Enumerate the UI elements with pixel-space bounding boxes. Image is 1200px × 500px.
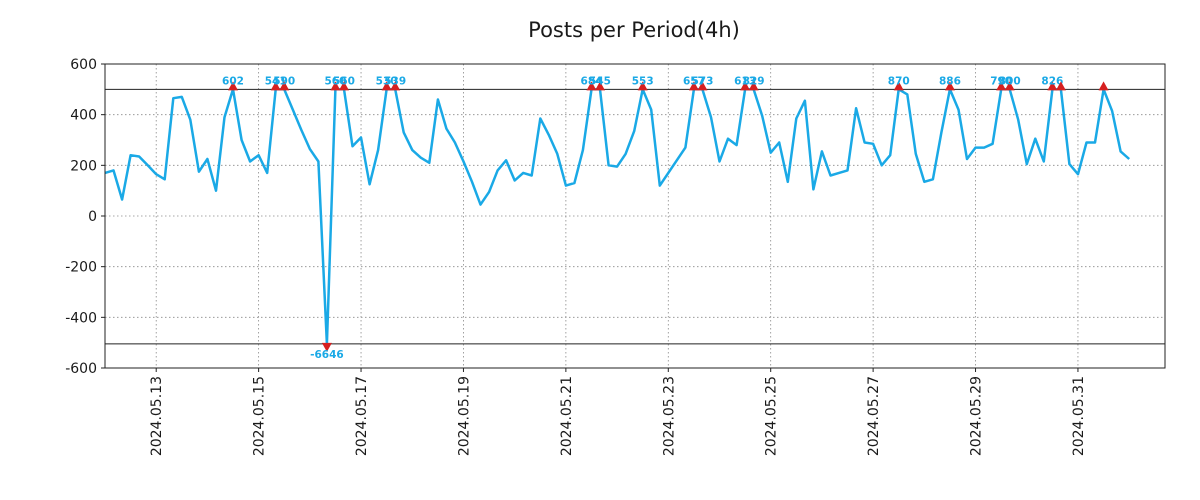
clip-max-label: 541 <box>265 75 287 87</box>
clip-max-label: 560 <box>324 75 346 87</box>
clip-max-marker <box>1098 81 1109 91</box>
y-tick-label: 600 <box>70 57 97 73</box>
clip-max-marker <box>279 81 290 91</box>
clip-max-marker <box>381 81 392 91</box>
clip-max-label: 560 <box>333 75 355 87</box>
clip-max-marker <box>996 81 1007 91</box>
clip-min-label: -6646 <box>310 349 344 361</box>
clip-max-label: 602 <box>222 75 244 87</box>
y-tick-label: 0 <box>88 209 97 225</box>
clip-max-label: 553 <box>632 75 654 87</box>
clip-max-marker <box>944 81 955 91</box>
x-tick-label: 2024.05.29 <box>969 376 985 456</box>
chart-title: Posts per Period(4h) <box>528 18 740 42</box>
y-tick-label: -400 <box>65 310 97 326</box>
x-tick-label: 2024.05.25 <box>764 376 780 456</box>
plot-frame <box>104 63 1166 369</box>
clip-max-label: 829 <box>743 75 765 87</box>
clip-max-marker <box>1047 81 1058 91</box>
clip-min-marker <box>321 342 332 352</box>
clip-max-marker <box>330 81 341 91</box>
clip-max-label: 870 <box>888 75 910 87</box>
clip-max-label: 573 <box>691 75 713 87</box>
grid-layer <box>105 63 1165 369</box>
y-tick-label: 200 <box>70 158 97 174</box>
clip-max-label: 790 <box>990 75 1012 87</box>
x-tick-label: 2024.05.23 <box>661 376 677 456</box>
clip-max-label: 886 <box>939 75 961 87</box>
clip-max-marker <box>1004 81 1015 91</box>
clip-max-marker <box>748 81 759 91</box>
clip-max-marker <box>688 81 699 91</box>
clip-max-label: 590 <box>273 75 295 87</box>
clip-max-marker <box>740 81 751 91</box>
y-tick-label: 400 <box>70 108 97 124</box>
clip-max-marker <box>893 81 904 91</box>
x-tick-label: 2024.05.19 <box>456 376 472 456</box>
clip-max-label: 613 <box>734 75 756 87</box>
clip-max-marker <box>270 81 281 91</box>
clip-max-label: 684 <box>581 75 603 87</box>
clip-max-marker <box>637 81 648 91</box>
clip-max-label: 800 <box>999 75 1021 87</box>
x-tick-label: 2024.05.21 <box>559 376 575 456</box>
clip-max-label: 545 <box>589 75 611 87</box>
clip-max-marker <box>338 81 349 91</box>
clip-max-marker <box>595 81 606 91</box>
clip-max-marker <box>697 81 708 91</box>
x-tick-label: 2024.05.13 <box>149 376 165 456</box>
x-tick-label: 2024.05.17 <box>354 376 370 456</box>
y-tick-label: -200 <box>65 260 97 276</box>
clip-max-marker <box>586 81 597 91</box>
clip-max-label: 657 <box>683 75 705 87</box>
x-tick-label: 2024.05.31 <box>1071 376 1087 456</box>
clip-max-label: 826 <box>1041 75 1063 87</box>
clip-max-label: 530 <box>376 75 398 87</box>
x-tick-label: 2024.05.27 <box>866 376 882 456</box>
x-tick-label: 2024.05.15 <box>252 376 268 456</box>
clip-max-label: 539 <box>384 75 406 87</box>
clip-max-marker <box>390 81 401 91</box>
y-tick-label: -600 <box>65 361 97 377</box>
clip-max-marker <box>228 81 239 91</box>
clip-max-marker <box>1055 81 1066 91</box>
tick-layer: 600 400 200 0 -200 -400 -600 2024.05.13 2024.05.… <box>65 57 1087 456</box>
